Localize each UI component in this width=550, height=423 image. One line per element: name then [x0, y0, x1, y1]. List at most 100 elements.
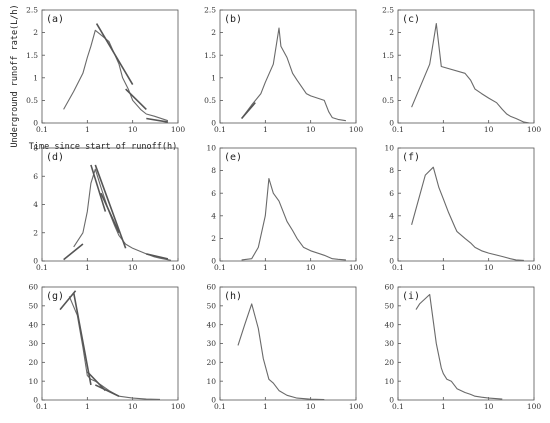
y-tick-label: 8 [389, 166, 394, 175]
y-tick-label: 2.5 [382, 6, 394, 15]
x-tick-label: 1 [441, 125, 446, 134]
x-tick-label: 10 [128, 125, 138, 134]
y-tick-label: 40 [28, 320, 38, 329]
y-tick-label: 20 [384, 358, 394, 367]
x-tick-label: 10 [128, 402, 138, 411]
y-tick-label: 60 [206, 283, 216, 292]
runoff-series-line [241, 27, 346, 122]
y-tick-label: 6 [33, 172, 38, 181]
fit-line [146, 253, 169, 260]
x-tick-label: 0.1 [214, 263, 226, 272]
x-tick-label: 100 [349, 125, 364, 134]
y-tick-label: 40 [206, 320, 216, 329]
panel-label: (f) [402, 152, 420, 163]
x-tick-label: 10 [484, 402, 494, 411]
x-tick-label: 100 [527, 402, 542, 411]
fit-line [90, 164, 107, 212]
plot-frame [219, 286, 357, 401]
y-tick-label: 1 [211, 73, 216, 82]
panel-label: (a) [46, 14, 64, 25]
runoff-series-line [63, 29, 169, 122]
x-tick-label: 10 [484, 263, 494, 272]
x-tick-label: 0.1 [36, 125, 48, 134]
runoff-series-line [411, 166, 524, 261]
y-tick-label: 10 [384, 377, 394, 386]
x-tick-label: 0.1 [392, 125, 404, 134]
panel-label: (g) [46, 291, 64, 302]
y-tick-label: 50 [206, 301, 216, 310]
y-tick-label: 0 [33, 257, 38, 266]
y-tick-label: 50 [384, 301, 394, 310]
panel-label: (d) [46, 152, 64, 163]
y-tick-label: 6 [211, 189, 216, 198]
y-tick-label: 2 [211, 28, 216, 37]
y-tick-label: 10 [206, 144, 216, 153]
y-tick-label: 50 [28, 301, 38, 310]
y-tick-label: 1.5 [382, 51, 394, 60]
y-tick-label: 8 [33, 144, 38, 153]
x-tick-label: 10 [306, 263, 316, 272]
x-tick-label: 100 [171, 125, 186, 134]
panel-label: (b) [224, 14, 242, 25]
y-tick-label: 1 [389, 73, 394, 82]
x-tick-label: 10 [128, 263, 138, 272]
y-tick-label: 2 [33, 28, 38, 37]
chart-panel: 0 0.5 1 1.5 2 2.5 0.1 1 10 100 (c) [382, 6, 541, 134]
y-tick-label: 0.5 [26, 96, 38, 105]
y-tick-label: 2.5 [204, 6, 216, 15]
y-tick-label: 30 [28, 339, 38, 348]
x-tick-label: 10 [306, 125, 316, 134]
x-tick-label: 10 [306, 402, 316, 411]
fit-line [125, 88, 147, 111]
y-tick-label: 40 [384, 320, 394, 329]
y-tick-label: 0.5 [204, 96, 216, 105]
y-tick-label: 0.5 [382, 96, 394, 105]
y-tick-label: 0 [211, 119, 216, 128]
x-tick-label: 100 [349, 263, 364, 272]
y-tick-label: 10 [28, 377, 38, 386]
y-tick-label: 1.5 [204, 51, 216, 60]
y-tick-label: 30 [384, 339, 394, 348]
y-tick-label: 30 [206, 339, 216, 348]
y-tick-label: 0 [211, 396, 216, 405]
x-tick-label: 1 [85, 402, 90, 411]
y-tick-label: 0 [389, 119, 394, 128]
y-tick-label: 10 [206, 377, 216, 386]
panel-label: (c) [402, 14, 420, 25]
chart-panel: 0 10 20 30 40 50 60 0.1 1 10 100 (h) [206, 283, 363, 411]
fit-line [100, 192, 120, 234]
y-tick-label: 8 [211, 166, 216, 175]
x-tick-label: 100 [171, 263, 186, 272]
x-tick-label: 0.1 [214, 402, 226, 411]
x-tick-label: 0.1 [392, 263, 404, 272]
y-tick-label: 2 [211, 234, 216, 243]
chart-panel: 0 2 4 6 8 0.1 1 10 100 (d) [33, 144, 185, 272]
x-tick-label: 100 [527, 263, 542, 272]
x-tick-label: 1 [85, 263, 90, 272]
x-tick-label: 1 [85, 125, 90, 134]
plot-frame [219, 147, 357, 262]
y-tick-label: 20 [206, 358, 216, 367]
y-tick-label: 4 [389, 211, 394, 220]
x-tick-label: 1 [441, 263, 446, 272]
plot-frame [41, 9, 179, 124]
x-tick-label: 1 [263, 263, 268, 272]
y-tick-label: 0 [33, 119, 38, 128]
plot-frame [397, 147, 535, 262]
panel-label: (h) [224, 291, 242, 302]
plot-frame [41, 286, 179, 401]
y-tick-label: 60 [28, 283, 38, 292]
fit-line [146, 117, 169, 123]
y-tick-label: 0 [389, 396, 394, 405]
x-tick-label: 0.1 [36, 402, 48, 411]
y-tick-label: 0 [211, 257, 216, 266]
x-tick-label: 10 [484, 125, 494, 134]
fit-line [94, 384, 120, 397]
runoff-series-line [411, 23, 530, 124]
x-tick-label: 1 [263, 125, 268, 134]
runoff-series-line [241, 177, 346, 261]
fit-line [72, 292, 92, 386]
chart-panel: 0 0.5 1 1.5 2 2.5 0.1 1 10 100 (b) [204, 6, 363, 134]
chart-panel: 0 0.5 1 1.5 2 2.5 0.1 1 10 100 (a) [26, 6, 185, 134]
